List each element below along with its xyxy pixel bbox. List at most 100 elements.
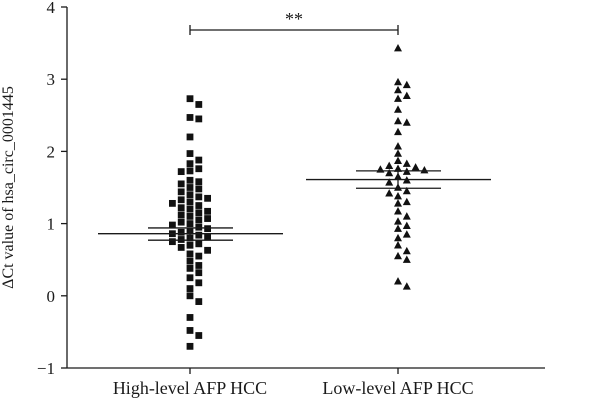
data-point-square xyxy=(195,185,203,193)
data-point-triangle xyxy=(394,127,402,136)
data-point-square xyxy=(195,279,203,287)
data-point-square xyxy=(204,194,211,202)
data-point-triangle xyxy=(394,233,402,242)
data-point-triangle xyxy=(402,246,411,255)
data-point-square xyxy=(169,199,176,207)
data-point-square xyxy=(195,216,203,224)
data-point-square xyxy=(177,204,185,212)
data-point-square xyxy=(186,264,194,272)
data-point-square xyxy=(204,233,211,240)
x-category-labels: High-level AFP HCC Low-level AFP HCC xyxy=(113,368,474,398)
data-point-square xyxy=(186,95,194,103)
data-point-square xyxy=(186,342,194,350)
data-point-triangle xyxy=(394,217,402,225)
data-point-triangle xyxy=(394,105,402,113)
y-tick-label: 1 xyxy=(47,215,56,234)
data-point-triangle xyxy=(402,186,411,195)
data-point-square xyxy=(186,176,194,184)
data-point-square xyxy=(177,196,185,204)
data-point-triangle xyxy=(394,142,402,150)
y-tick-label: 3 xyxy=(47,70,56,89)
data-point-square xyxy=(186,327,194,334)
y-axis: −1 0 1 2 3 4 xyxy=(37,0,68,378)
significance-bracket: ** xyxy=(189,9,399,35)
data-point-triangle xyxy=(394,85,402,94)
data-point-square xyxy=(195,332,203,339)
data-point-square xyxy=(177,168,185,176)
data-point-square xyxy=(186,257,194,265)
data-point-triangle xyxy=(402,118,411,126)
data-point-square xyxy=(177,244,185,251)
data-point-square xyxy=(186,191,194,199)
data-point-triangle xyxy=(402,230,411,238)
y-ticks: −1 0 1 2 3 4 xyxy=(37,0,67,378)
data-point-triangle xyxy=(402,197,411,206)
data-point-triangle xyxy=(385,189,394,197)
data-point-triangle xyxy=(394,156,402,164)
data-point-triangle xyxy=(402,80,411,89)
y-tick-label: 0 xyxy=(47,287,56,306)
data-point-triangle xyxy=(394,251,402,260)
data-point-square xyxy=(186,241,194,249)
data-point-triangle xyxy=(402,91,411,100)
data-point-triangle xyxy=(394,207,402,215)
data-point-square xyxy=(186,285,194,292)
data-point-square xyxy=(186,220,194,227)
data-point-triangle xyxy=(394,277,402,285)
data-point-square xyxy=(195,231,203,239)
x-axis: High-level AFP HCC Low-level AFP HCC xyxy=(67,367,545,398)
data-point-triangle xyxy=(385,161,394,170)
data-point-square xyxy=(169,238,176,246)
y-tick-label: 4 xyxy=(47,0,56,17)
data-point-triangle xyxy=(385,168,394,177)
data-point-triangle xyxy=(394,241,402,249)
data-point-triangle xyxy=(394,164,402,172)
data-point-square xyxy=(195,202,203,209)
data-point-square xyxy=(186,250,194,258)
x-category-label: High-level AFP HCC xyxy=(113,378,267,398)
data-point-triangle xyxy=(385,178,394,186)
data-point-triangle xyxy=(402,159,411,167)
data-point-triangle xyxy=(394,94,402,102)
data-point-square xyxy=(195,240,203,248)
data-point-square xyxy=(186,160,194,168)
data-point-square xyxy=(177,188,185,196)
data-point-square xyxy=(186,198,194,206)
data-point-square xyxy=(195,193,203,201)
data-point-triangle xyxy=(394,199,402,207)
data-point-triangle xyxy=(402,282,411,290)
data-point-square xyxy=(195,269,203,277)
data-point-triangle xyxy=(402,212,411,220)
y-axis-title: ΔCt value of hsa_circ_0001445 xyxy=(0,86,17,289)
y-tick-label: 2 xyxy=(47,142,56,161)
data-point-square xyxy=(177,180,185,188)
data-point-square xyxy=(177,228,185,236)
data-point-square xyxy=(195,115,203,123)
data-point-square xyxy=(186,114,194,121)
data-point-square xyxy=(195,156,203,164)
data-point-square xyxy=(195,209,203,217)
data-point-triangle xyxy=(394,116,402,125)
data-point-square xyxy=(177,236,185,243)
data-point-square xyxy=(186,274,194,282)
data-point-square xyxy=(204,246,211,254)
data-point-triangle xyxy=(394,149,402,157)
mean-sem-bars xyxy=(98,170,491,241)
data-point-square xyxy=(186,133,194,141)
data-point-square xyxy=(169,221,176,229)
data-point-square xyxy=(186,150,194,157)
significance-label: ** xyxy=(285,9,303,29)
data-point-square xyxy=(195,298,203,305)
data-point-square xyxy=(177,211,185,219)
data-point-square xyxy=(186,212,194,220)
data-point-square xyxy=(186,184,194,191)
data-point-square xyxy=(186,314,194,321)
data-point-triangle xyxy=(402,221,411,229)
data-point-triangle xyxy=(394,224,402,232)
data-point-triangle xyxy=(394,191,402,200)
data-points xyxy=(169,43,429,350)
data-point-square xyxy=(195,178,203,186)
data-point-triangle xyxy=(411,163,420,171)
y-tick-label: −1 xyxy=(37,359,55,378)
